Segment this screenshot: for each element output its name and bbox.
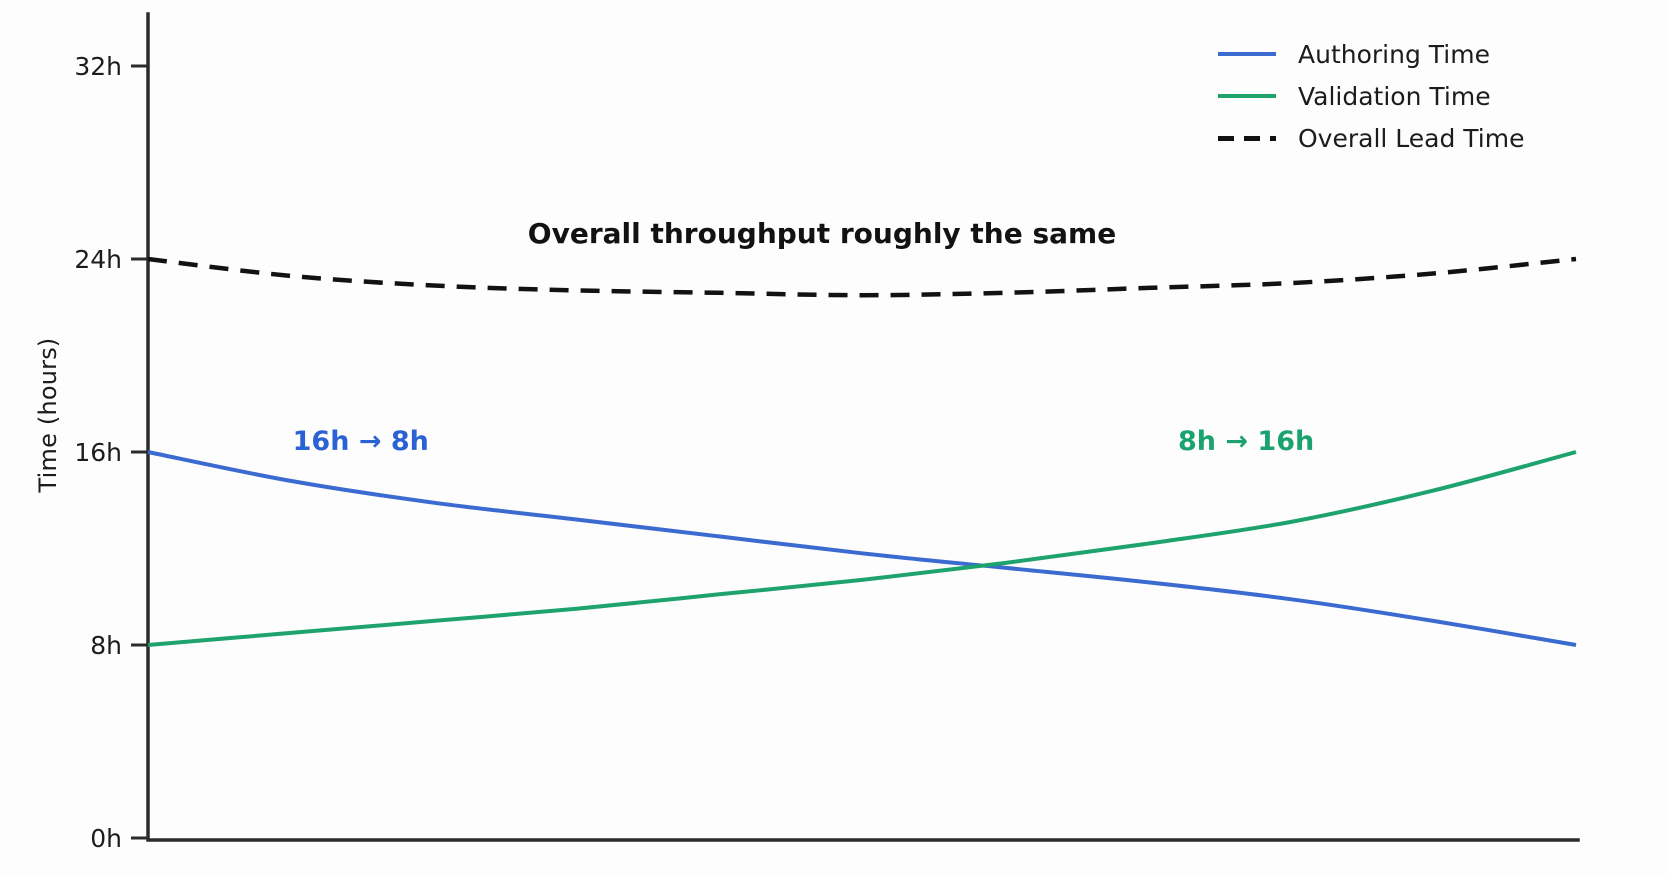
chart-annotation: 16h → 8h [293, 426, 429, 457]
legend-item-overall-lead-time: Overall Lead Time [1218, 117, 1524, 159]
y-axis-tick-label: 8h [90, 631, 122, 660]
legend-line-swatch-overall [1218, 135, 1276, 141]
legend: Authoring Time Validation Time Overall L… [1218, 33, 1524, 159]
y-axis-tick-label: 32h [74, 52, 122, 81]
series-line-overall-lead-time [147, 256, 1577, 298]
y-axis-tick-label: 24h [74, 245, 122, 274]
legend-label-authoring: Authoring Time [1298, 39, 1490, 69]
series-line-validation-time [147, 450, 1577, 647]
y-axis-tick-label: 16h [74, 438, 122, 467]
legend-label-overall: Overall Lead Time [1298, 123, 1525, 153]
legend-item-authoring-time: Authoring Time [1218, 33, 1524, 75]
legend-line-swatch-validation [1218, 94, 1276, 98]
axis-spines [146, 12, 1580, 842]
y-axis-tick-label: 0h [90, 824, 122, 853]
legend-item-validation-time: Validation Time [1218, 75, 1524, 117]
chart-annotation: Overall throughput roughly the same [528, 217, 1116, 250]
legend-line-swatch-authoring [1218, 52, 1276, 56]
chart-annotation: 8h → 16h [1178, 426, 1314, 457]
legend-label-validation: Validation Time [1298, 81, 1491, 111]
series-line-authoring-time [147, 450, 1577, 647]
y-axis-title: Time (hours) [34, 337, 62, 493]
